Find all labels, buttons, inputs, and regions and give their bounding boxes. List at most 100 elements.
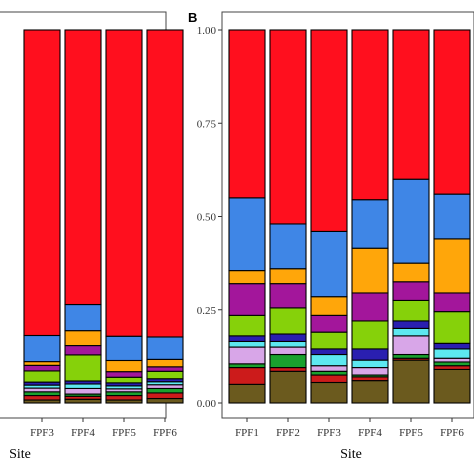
bar-segment-fpf1-4 xyxy=(228,340,266,348)
bar-segment-fpf3-3 xyxy=(23,387,61,393)
bar-segment-fpf5-2 xyxy=(105,391,143,397)
bar-segment-fpf3-7 xyxy=(23,364,61,372)
bar-segment-fpf6-3 xyxy=(146,384,184,390)
bar-segment-fpf5-0 xyxy=(392,359,430,404)
bar-segment-fpf2-7 xyxy=(269,283,307,309)
bar-segment-fpf5-10 xyxy=(105,29,143,337)
bar-segment-fpf5-10 xyxy=(392,29,430,180)
x-axis-title: Site xyxy=(9,447,31,462)
bar-segment-fpf6-5 xyxy=(433,342,471,350)
bar-segment-fpf3-6 xyxy=(310,331,348,350)
bar-segment-fpf5-7 xyxy=(392,281,430,301)
bar-segment-fpf6-2 xyxy=(433,361,471,367)
bar-segment-fpf4-9 xyxy=(64,303,102,332)
bar-segment-fpf4-1 xyxy=(351,376,389,382)
x-tick-label-fpf5: FPF5 xyxy=(112,427,136,439)
bar-segment-fpf5-3 xyxy=(392,335,430,356)
bar-segment-fpf4-0 xyxy=(351,380,389,404)
bar-segment-fpf6-9 xyxy=(146,336,184,360)
x-tick-label-fpf6: FPF6 xyxy=(153,427,177,439)
bar-segment-fpf6-0 xyxy=(433,368,471,404)
bar-segment-fpf5-9 xyxy=(392,178,430,264)
bar-segment-fpf4-7 xyxy=(351,292,389,322)
bar-segment-fpf4-6 xyxy=(64,354,102,382)
x-tick-label-fpf1: FPF1 xyxy=(235,427,259,439)
bar-segment-fpf2-0 xyxy=(269,370,307,404)
bar-segment-fpf5-6 xyxy=(392,299,430,322)
panel-b: FPF1 FPF2 FPF3 FPF4 FPF5 FPF6 0.00 0.25 0.50 0.75… xyxy=(188,10,474,462)
bar-segment-fpf2-6 xyxy=(269,307,307,335)
bar-segment-fpf5-6 xyxy=(105,376,143,384)
bar-segment-fpf6-9 xyxy=(433,193,471,240)
bar-segment-fpf3-10 xyxy=(310,29,348,232)
bar-segment-fpf1-10 xyxy=(228,29,266,199)
bar-segment-fpf1-1 xyxy=(228,367,266,385)
bar-segment-fpf6-4 xyxy=(433,348,471,359)
y-tick-label-4: 1.00 xyxy=(197,25,217,37)
bar-segment-fpf1-2 xyxy=(228,363,266,369)
bar-segment-fpf2-10 xyxy=(269,29,307,225)
bar-segment-fpf4-10 xyxy=(64,29,102,306)
bar-segment-fpf3-9 xyxy=(310,230,348,298)
bar-segment-fpf6-1 xyxy=(433,365,471,370)
bar-segment-fpf4-10 xyxy=(351,29,389,201)
bar-segment-fpf6-0 xyxy=(146,397,184,404)
bar-segment-fpf5-8 xyxy=(105,359,143,373)
bar-segment-fpf5-2 xyxy=(392,353,430,359)
panel-label: B xyxy=(188,10,197,25)
bar-segment-fpf5-5 xyxy=(392,320,430,329)
y-tick-label-3: 0.75 xyxy=(197,118,217,130)
bar-segment-fpf1-9 xyxy=(228,197,266,272)
bar-segment-fpf2-3 xyxy=(269,346,307,356)
bar-segment-fpf2-5 xyxy=(269,333,307,343)
bar-segment-fpf3-2 xyxy=(310,370,348,376)
bar-segment-fpf3-1 xyxy=(23,394,61,401)
y-tick-label-2: 0.50 xyxy=(197,212,217,224)
y-tick-label-0: 0.00 xyxy=(197,398,217,410)
bar-segment-fpf1-8 xyxy=(228,270,266,285)
x-tick-label-fpf5: FPF5 xyxy=(399,427,423,439)
y-tick-label-1: 0.25 xyxy=(197,305,217,317)
bar-segment-fpf4-6 xyxy=(351,320,389,350)
bar-segment-fpf3-2 xyxy=(23,391,61,397)
bar-segment-fpf6-7 xyxy=(146,366,184,372)
panel-a: FPF3 FPF4 FPF5 FPF6 Site xyxy=(0,11,184,462)
bar-segment-fpf4-7 xyxy=(64,345,102,356)
bar-segment-fpf4-4 xyxy=(351,359,389,369)
bar-segment-fpf1-6 xyxy=(228,314,266,337)
bar-segment-fpf6-7 xyxy=(433,292,471,313)
x-tick-label-fpf6: FPF6 xyxy=(440,427,464,439)
bar-segment-fpf4-3 xyxy=(64,387,102,395)
bar-segment-fpf6-10 xyxy=(433,29,471,195)
bar-segment-fpf3-0 xyxy=(310,381,348,404)
bar-segment-fpf2-2 xyxy=(269,353,307,369)
x-axis-title: Site xyxy=(340,447,362,462)
bar-segment-fpf6-8 xyxy=(146,358,184,368)
bar-segment-fpf6-2 xyxy=(146,387,184,394)
bar-segment-fpf1-0 xyxy=(228,383,266,404)
bar-segment-fpf4-3 xyxy=(351,367,389,376)
bar-segment-fpf6-8 xyxy=(433,238,471,294)
bar-segment-fpf6-1 xyxy=(146,392,184,400)
bar-segment-fpf6-10 xyxy=(146,29,184,338)
bar-segment-fpf3-4 xyxy=(310,353,348,367)
bar-segment-fpf3-6 xyxy=(23,370,61,383)
bar-segment-fpf6-3 xyxy=(433,357,471,363)
bar-segment-fpf5-4 xyxy=(392,327,430,337)
x-tick-label-fpf3: FPF3 xyxy=(317,427,341,439)
bar-segment-fpf3-3 xyxy=(310,365,348,372)
bar-segment-fpf5-7 xyxy=(105,371,143,378)
bar-segment-fpf4-0 xyxy=(64,398,102,404)
bar-segment-fpf3-5 xyxy=(310,348,348,356)
x-tick-label-fpf3: FPF3 xyxy=(30,427,54,439)
bar-segment-fpf4-9 xyxy=(351,199,389,249)
x-tick-label-fpf2: FPF2 xyxy=(276,427,300,439)
bar-segment-fpf3-8 xyxy=(23,361,61,366)
bar-segment-fpf4-8 xyxy=(64,330,102,347)
bar-segment-fpf5-8 xyxy=(392,262,430,283)
bar-segment-fpf5-9 xyxy=(105,335,143,362)
bar-segment-fpf3-7 xyxy=(310,314,348,333)
bar-segment-fpf3-8 xyxy=(310,296,348,316)
x-tick-label-fpf4: FPF4 xyxy=(71,427,95,439)
